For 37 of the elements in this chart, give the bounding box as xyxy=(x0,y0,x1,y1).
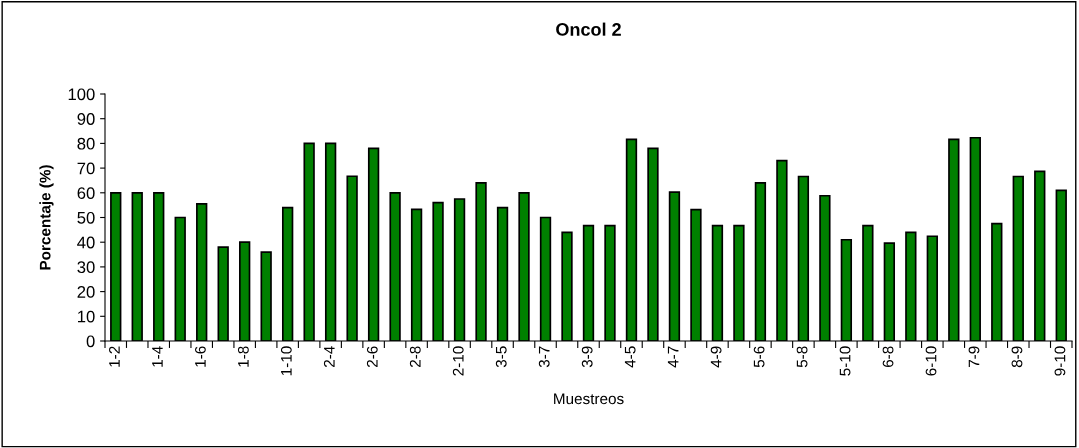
x-tick-label: 1-6 xyxy=(194,346,206,367)
x-tick-label: 2-8 xyxy=(409,346,421,368)
x-tick-label: 1-4 xyxy=(152,346,163,367)
y-tick-label: 20 xyxy=(77,286,95,298)
x-tick-label: 5-8 xyxy=(796,346,808,368)
y-tick-label: 0 xyxy=(86,335,95,348)
x-tick-label: 9-10 xyxy=(1054,346,1066,376)
x-tick-label: 7-9 xyxy=(968,346,980,368)
x-tick-label: 4-7 xyxy=(667,346,679,368)
x-axis-title: Muestreos xyxy=(554,393,624,405)
y-tick-label: 70 xyxy=(77,162,95,175)
y-axis-title: Porcentaje (%) xyxy=(39,165,54,270)
y-tick-label: 80 xyxy=(77,137,95,150)
x-tick-label: 2-10 xyxy=(452,346,464,376)
x-tick-label: 1-10 xyxy=(280,346,292,376)
y-tick-label: 90 xyxy=(77,113,95,125)
x-tick-label: 5-6 xyxy=(753,346,765,368)
x-tick-label: 3-7 xyxy=(538,346,550,368)
y-tick-label: 50 xyxy=(77,211,95,224)
y-tick-label: 10 xyxy=(78,310,95,323)
x-tick-label: 6-10 xyxy=(925,346,937,376)
x-tick-label: 2-6 xyxy=(366,346,378,368)
chart-title: Oncol 2 xyxy=(556,22,621,36)
x-tick-label: 4-9 xyxy=(710,346,722,368)
x-tick-label: 8-9 xyxy=(1011,346,1023,368)
x-tick-label: 1-2 xyxy=(109,346,120,367)
x-tick-label: 4-5 xyxy=(624,346,636,368)
x-tick-label: 6-8 xyxy=(882,346,894,368)
y-tick-label: 30 xyxy=(77,261,95,274)
x-tick-label: 3-5 xyxy=(495,346,507,368)
x-tick-label: 5-10 xyxy=(839,346,851,376)
y-tick-label: 100 xyxy=(68,88,95,101)
x-tick-label: 2-4 xyxy=(323,346,335,368)
y-tick-label: 60 xyxy=(77,187,95,199)
x-tick-label: 3-9 xyxy=(581,346,593,368)
x-tick-label: 1-8 xyxy=(237,346,249,367)
y-tick-label: 40 xyxy=(77,236,95,249)
